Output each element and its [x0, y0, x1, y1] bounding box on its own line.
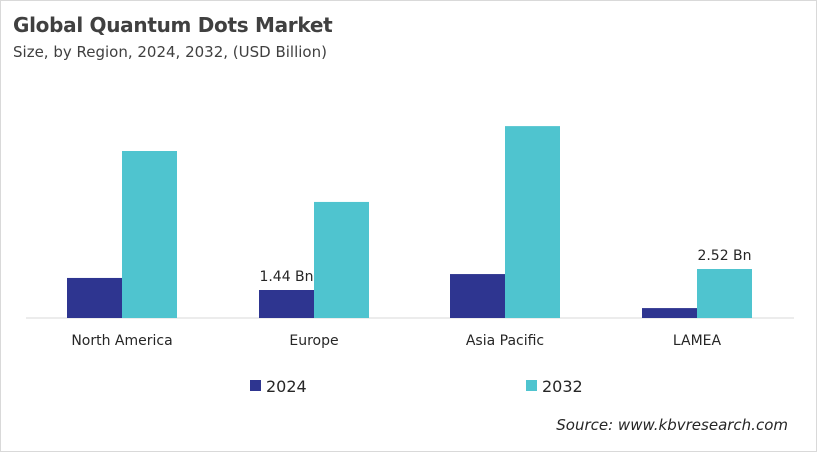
- data-label: 2.52 Bn: [697, 248, 751, 264]
- legend-label-2032: 2032: [542, 377, 583, 396]
- bar-2024-asia-pacific: [450, 274, 505, 318]
- x-tick-label: LAMEA: [673, 333, 722, 349]
- bar-2032-lamea: [697, 269, 752, 318]
- legend-swatch-2024: [250, 380, 261, 391]
- bar-2032-asia-pacific: [505, 126, 560, 318]
- legend-swatch-2032: [526, 380, 537, 391]
- chart-subtitle: Size, by Region, 2024, 2032, (USD Billio…: [13, 43, 327, 61]
- bar-2024-north-america: [67, 277, 122, 318]
- legend-label-2024: 2024: [266, 377, 307, 396]
- bar-2032-north-america: [122, 151, 177, 318]
- bar-2024-lamea: [642, 308, 697, 318]
- bar-2032-europe: [314, 201, 369, 318]
- data-label: 1.44 Bn: [259, 269, 313, 285]
- chart-title: Global Quantum Dots Market: [13, 13, 333, 37]
- x-tick-label: Asia Pacific: [466, 333, 544, 349]
- source-note: Source: www.kbvresearch.com: [556, 416, 788, 434]
- x-tick-label: North America: [71, 333, 172, 349]
- bar-2024-europe: [259, 290, 314, 318]
- x-tick-label: Europe: [289, 333, 338, 349]
